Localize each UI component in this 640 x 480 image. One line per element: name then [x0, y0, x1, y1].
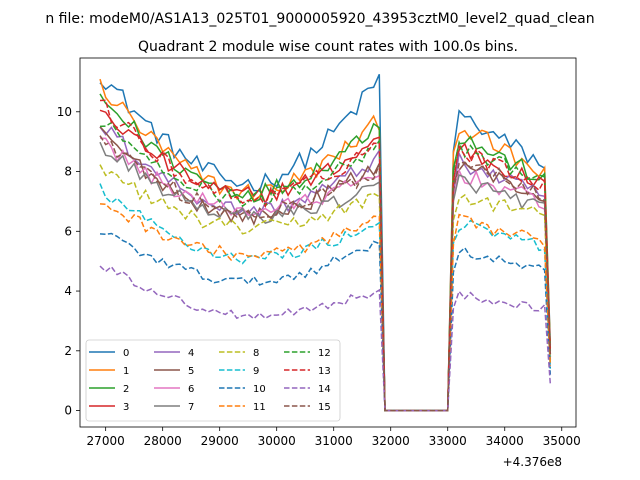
y-axis: 0 2 4 6 8 10: [57, 105, 80, 418]
series-line-15: [99, 135, 552, 412]
legend-label-8: 8: [253, 348, 259, 359]
legend-label-0: 0: [123, 348, 129, 359]
y-tick-label: 8: [64, 165, 72, 179]
legend-label-5: 5: [188, 366, 194, 377]
x-tick-label: 29000: [201, 434, 239, 448]
y-tick-label: 10: [57, 105, 72, 119]
series-line-7: [99, 141, 552, 412]
legend-label-15: 15: [318, 402, 331, 413]
y-tick-label: 2: [64, 344, 72, 358]
series-line-14: [99, 265, 552, 412]
x-tick-label: 33000: [429, 434, 467, 448]
series-line-0: [99, 73, 552, 412]
x-tick-label: 27000: [87, 434, 125, 448]
x-tick-label: 32000: [372, 434, 410, 448]
series-line-8: [99, 164, 552, 412]
legend-label-14: 14: [318, 384, 331, 395]
x-tick-label: 35000: [543, 434, 581, 448]
y-tick-label: 6: [64, 224, 72, 238]
figure-suptitle: n file: modeM0/AS1A13_025T01_9000005920_…: [45, 11, 594, 27]
series-line-13: [99, 99, 552, 412]
legend-label-6: 6: [188, 384, 194, 395]
legend-label-3: 3: [123, 402, 129, 413]
series-line-9: [99, 183, 552, 412]
x-tick-label: 31000: [315, 434, 353, 448]
legend-label-12: 12: [318, 348, 331, 359]
x-tick-label: 28000: [144, 434, 182, 448]
x-tick-label: 34000: [486, 434, 524, 448]
plot-lines: [99, 73, 552, 412]
legend-label-10: 10: [253, 384, 266, 395]
legend-label-4: 4: [188, 348, 194, 359]
series-line-10: [99, 232, 552, 412]
legend-label-11: 11: [253, 402, 266, 413]
legend-label-7: 7: [188, 402, 194, 413]
x-axis: 27000 28000 29000 30000 31000 32000 33000 34000…: [87, 427, 581, 448]
series-line-1: [99, 78, 552, 412]
y-tick-label: 4: [64, 284, 72, 298]
series-line-4: [99, 126, 552, 412]
chart-title: Quadrant 2 module wise count rates with …: [138, 39, 518, 55]
legend-box: [85, 339, 341, 422]
x-tick-label: 30000: [258, 434, 296, 448]
legend-label-13: 13: [318, 366, 331, 377]
legend-label-2: 2: [123, 384, 129, 395]
series-line-11: [99, 203, 552, 412]
legend-label-9: 9: [253, 366, 259, 377]
y-tick-label: 0: [64, 404, 72, 418]
axes-frame: [79, 57, 577, 428]
legend-label-1: 1: [123, 366, 129, 377]
x-offset-label: +4.376e8: [503, 455, 562, 469]
